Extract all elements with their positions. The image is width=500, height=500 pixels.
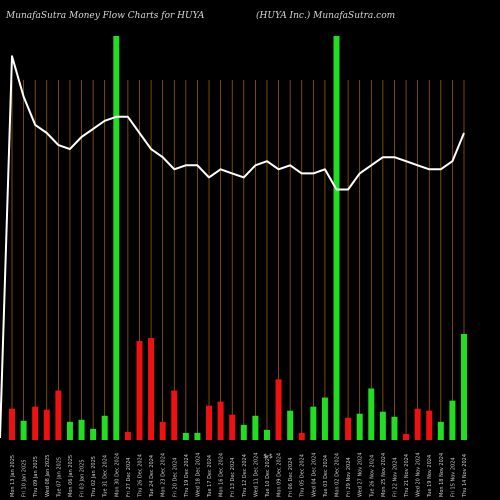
flow-bar xyxy=(101,415,108,440)
x-tick-label: Wed 11 Dec 2024 xyxy=(253,453,259,497)
price-line xyxy=(0,55,465,439)
center-label: $ $ xyxy=(263,453,273,460)
x-tick-label: Fri 15 Nov 2024 xyxy=(450,457,456,497)
flow-bar xyxy=(217,401,224,440)
x-tick-label: Mon 23 Dec 2024 xyxy=(161,453,167,497)
x-tick-label: Mon 18 Nov 2024 xyxy=(439,453,445,497)
flow-bar xyxy=(159,421,166,440)
x-tick-label: Wed 04 Dec 2024 xyxy=(311,453,317,497)
flow-bar xyxy=(391,416,398,440)
grid-lines xyxy=(11,80,465,440)
x-tick-label: Mon 16 Dec 2024 xyxy=(219,453,225,497)
x-tick-label: Thu 19 Dec 2024 xyxy=(184,454,190,498)
flow-bar xyxy=(333,36,340,440)
flow-bar xyxy=(403,433,410,440)
x-tick-label: Thu 14 Nov 2024 xyxy=(462,454,468,498)
x-tick-label: Mon 09 Dec 2024 xyxy=(277,453,283,497)
x-tick-label: Fri 29 Nov 2024 xyxy=(346,457,352,497)
x-tick-label: Fri 13 Dec 2024 xyxy=(230,458,236,498)
x-tick-label: Fri 22 Nov 2024 xyxy=(392,457,398,497)
flow-bar xyxy=(124,431,131,440)
flow-bar xyxy=(229,414,236,440)
flow-bar xyxy=(356,413,363,440)
x-tick-label: Mon 25 Nov 2024 xyxy=(381,453,387,497)
x-tick-label: Fri 20 Dec 2024 xyxy=(172,458,178,498)
x-tick-label: Mon 30 Dec 2024 xyxy=(114,453,120,497)
flow-bar xyxy=(252,415,259,440)
x-tick-label: Tue 17 Dec 2024 xyxy=(207,455,213,498)
flow-bar xyxy=(437,421,444,440)
x-tick-label: Wed 20 Nov 2024 xyxy=(416,452,422,497)
x-tick-label: Tue 31 Dec 2024 xyxy=(103,455,109,498)
chart-subtitle: (HUYA Inc.) MunafaSutra.com xyxy=(256,11,396,21)
flow-bar xyxy=(414,408,421,440)
x-tick-label: Thu 12 Dec 2024 xyxy=(242,454,248,498)
flow-bar xyxy=(426,410,433,440)
flow-bar xyxy=(32,406,39,440)
flow-bar xyxy=(240,424,247,440)
x-tick-label: Mon 02 Dec 2024 xyxy=(335,453,341,497)
x-tick-label: Tue 07 Jan 2025 xyxy=(56,457,62,498)
x-tick-labels: Mon 13 Jan 2025 Fri 10 Jan 2025 Thu 09 Jan… xyxy=(10,452,468,498)
flow-bar xyxy=(55,390,62,440)
chart-title: MunafaSutra Money Flow Charts for HUYA xyxy=(6,11,205,21)
flow-bar xyxy=(194,432,201,440)
flow-bar xyxy=(66,421,73,440)
flow-bar xyxy=(310,406,317,440)
flow-bar xyxy=(113,36,120,440)
flow-bar xyxy=(287,410,294,440)
flow-bar xyxy=(263,429,270,440)
flow-bar xyxy=(461,333,467,440)
flow-bar xyxy=(368,388,375,440)
x-tick-label: Wed 08 Jan 2025 xyxy=(45,455,51,497)
flow-bar xyxy=(9,408,15,440)
flow-bar xyxy=(182,432,189,440)
flow-bar xyxy=(171,390,178,440)
flow-bars xyxy=(9,36,467,440)
flow-bar xyxy=(449,400,456,440)
x-tick-label: Tue 24 Dec 2024 xyxy=(149,455,155,498)
x-tick-label: Wed 18 Dec 2024 xyxy=(195,453,201,497)
x-tick-label: Tue 03 Dec 2024 xyxy=(323,455,329,498)
x-tick-label: Tue 19 Nov 2024 xyxy=(427,455,433,498)
x-tick-label: Tue 10 Dec 2024 xyxy=(265,455,271,498)
flow-bar xyxy=(148,337,155,440)
flow-bar xyxy=(90,428,97,440)
x-tick-label: Fri 06 Dec 2024 xyxy=(288,458,294,498)
flow-bar xyxy=(20,420,27,440)
x-tick-label: Fri 27 Dec 2024 xyxy=(126,458,132,498)
flow-bar xyxy=(136,341,143,440)
x-tick-label: Thu 26 Dec 2024 xyxy=(137,454,143,498)
x-tick-label: Thu 02 Jan 2025 xyxy=(91,456,97,498)
x-tick-label: Thu 09 Jan 2025 xyxy=(33,456,39,498)
flow-bar xyxy=(275,379,282,440)
x-tick-label: Fri 10 Jan 2025 xyxy=(22,459,28,497)
x-tick-label: Wed 27 Nov 2024 xyxy=(358,452,364,497)
flow-bar xyxy=(78,419,85,440)
flow-bar xyxy=(379,411,386,440)
flow-bar xyxy=(345,417,352,440)
x-tick-label: Thu 05 Dec 2024 xyxy=(300,454,306,498)
x-tick-label: Thu 21 Nov 2024 xyxy=(404,454,410,498)
x-tick-label: Mon 13 Jan 2025 xyxy=(10,455,16,497)
x-tick-label: Fri 03 Jan 2025 xyxy=(80,459,86,497)
flow-bar xyxy=(43,409,50,440)
x-tick-label: Tue 26 Nov 2024 xyxy=(369,455,375,498)
flow-bar xyxy=(206,405,213,440)
flow-bar xyxy=(298,432,305,440)
flow-bar xyxy=(321,397,328,440)
x-tick-label: Mon 06 Jan 2025 xyxy=(68,455,74,497)
